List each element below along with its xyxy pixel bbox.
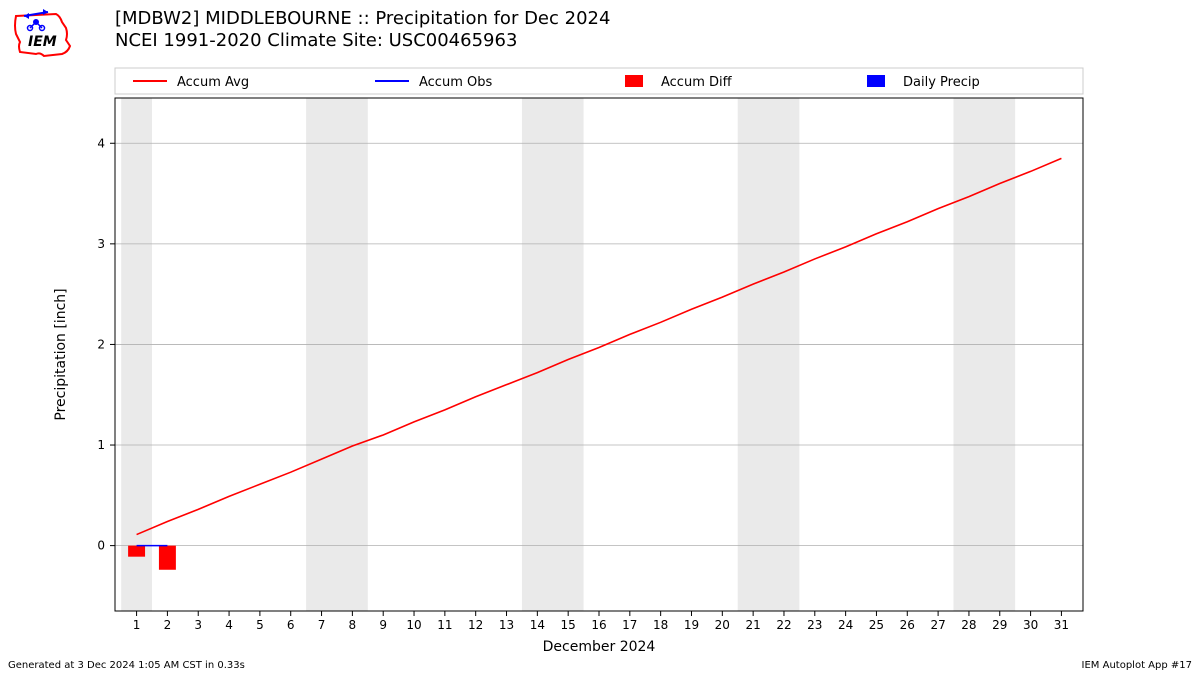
xtick-label: 20 <box>715 618 730 632</box>
xtick-label: 5 <box>256 618 264 632</box>
xtick-label: 11 <box>437 618 452 632</box>
xtick-label: 13 <box>499 618 514 632</box>
ytick-label: 4 <box>97 136 105 150</box>
xtick-label: 29 <box>992 618 1007 632</box>
xtick-label: 4 <box>225 618 233 632</box>
ytick-label: 1 <box>97 438 105 452</box>
xtick-label: 26 <box>900 618 915 632</box>
footer-right: IEM Autoplot App #17 <box>1082 660 1192 671</box>
xtick-label: 3 <box>194 618 202 632</box>
xtick-label: 27 <box>930 618 945 632</box>
weekend-band <box>954 98 1016 611</box>
xtick-label: 31 <box>1054 618 1069 632</box>
weekend-band <box>522 98 584 611</box>
footer-left: Generated at 3 Dec 2024 1:05 AM CST in 0… <box>8 660 245 671</box>
weekend-band <box>306 98 368 611</box>
xaxis-label: December 2024 <box>543 639 656 655</box>
xtick-label: 19 <box>684 618 699 632</box>
legend-label: Accum Obs <box>419 75 492 90</box>
xtick-label: 10 <box>406 618 421 632</box>
xtick-label: 16 <box>591 618 606 632</box>
xtick-label: 15 <box>561 618 576 632</box>
xtick-label: 18 <box>653 618 668 632</box>
chart-title-line1: [MDBW2] MIDDLEBOURNE :: Precipitation fo… <box>115 8 610 29</box>
xtick-label: 17 <box>622 618 637 632</box>
xtick-label: 1 <box>133 618 141 632</box>
legend-label: Accum Diff <box>661 75 733 90</box>
iem-logo: IEM <box>15 9 70 56</box>
legend-swatch-bar <box>625 75 643 87</box>
xtick-label: 7 <box>318 618 326 632</box>
ytick-label: 0 <box>97 539 105 553</box>
xtick-label: 12 <box>468 618 483 632</box>
xtick-label: 9 <box>379 618 387 632</box>
xtick-label: 8 <box>349 618 357 632</box>
chart-title-line2: NCEI 1991-2020 Climate Site: USC00465963 <box>115 30 517 51</box>
chart-legend: Accum Avg Accum Obs Accum Diff Daily Precip <box>115 68 1083 94</box>
ytick-label: 2 <box>97 337 105 351</box>
logo-text: IEM <box>28 34 57 50</box>
xtick-label: 28 <box>961 618 976 632</box>
bar-accum-diff <box>128 546 145 557</box>
xtick-label: 2 <box>164 618 172 632</box>
xtick-label: 21 <box>745 618 760 632</box>
xtick-label: 24 <box>838 618 853 632</box>
chart-svg: IEM [MDBW2] MIDDLEBOURNE :: Precipitation… <box>0 0 1200 675</box>
xtick-label: 22 <box>776 618 791 632</box>
bar-accum-diff <box>159 546 176 570</box>
xtick-label: 6 <box>287 618 295 632</box>
weekend-band <box>738 98 800 611</box>
legend-label: Daily Precip <box>903 75 980 90</box>
ytick-label: 3 <box>97 237 105 251</box>
xtick-label: 25 <box>869 618 884 632</box>
yaxis-label: Precipitation [inch] <box>53 288 69 420</box>
legend-label: Accum Avg <box>177 75 249 90</box>
legend-swatch-bar <box>867 75 885 87</box>
xtick-label: 23 <box>807 618 822 632</box>
plot-background <box>115 98 1083 611</box>
xtick-label: 30 <box>1023 618 1038 632</box>
xtick-label: 14 <box>530 618 545 632</box>
